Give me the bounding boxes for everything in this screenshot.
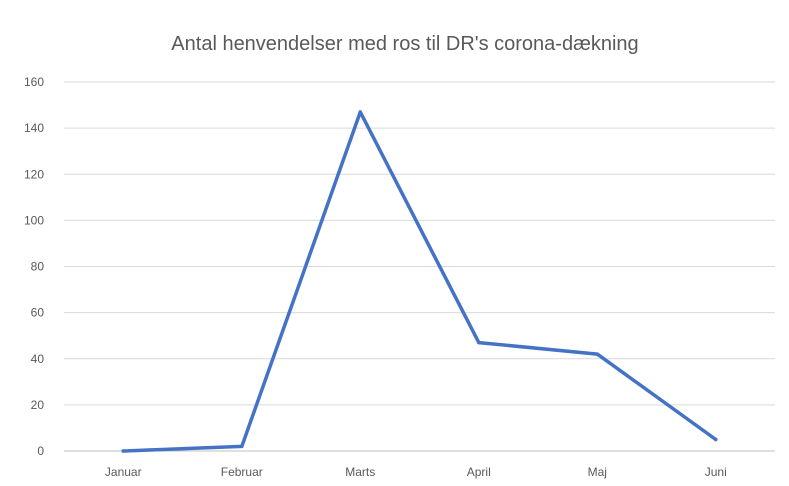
y-tick-label: 40 [31, 352, 45, 366]
data-point [595, 352, 599, 356]
y-tick-label: 20 [31, 398, 45, 412]
y-tick-label: 80 [31, 260, 45, 274]
gridlines [64, 81, 775, 452]
x-tick-label: Juni [705, 465, 727, 479]
y-tick-label: 60 [31, 306, 45, 320]
chart-title: Antal henvendelser med ros til DR's coro… [171, 33, 638, 55]
x-tick-label: Februar [221, 465, 263, 479]
x-tick-label: Januar [105, 465, 142, 479]
y-tick-label: 100 [24, 213, 44, 227]
x-tick-label: April [467, 465, 491, 479]
data-point [477, 340, 481, 345]
y-tick-label: 160 [24, 75, 44, 89]
y-tick-label: 120 [24, 167, 44, 181]
data-point [358, 110, 362, 114]
x-axis-tick-labels: Januar Februar Marts April Maj Juni [105, 465, 727, 479]
series-line [121, 110, 718, 453]
y-tick-label: 140 [24, 121, 44, 135]
y-tick-label: 0 [37, 444, 44, 458]
data-point [714, 437, 718, 442]
data-point [240, 444, 244, 449]
series-layer [121, 110, 718, 453]
y-axis-tick-labels: 0 20 40 60 80 100 120 140 160 [24, 75, 44, 458]
x-tick-label: Maj [588, 465, 607, 479]
data-point [121, 449, 125, 453]
x-tick-label: Marts [345, 465, 375, 479]
